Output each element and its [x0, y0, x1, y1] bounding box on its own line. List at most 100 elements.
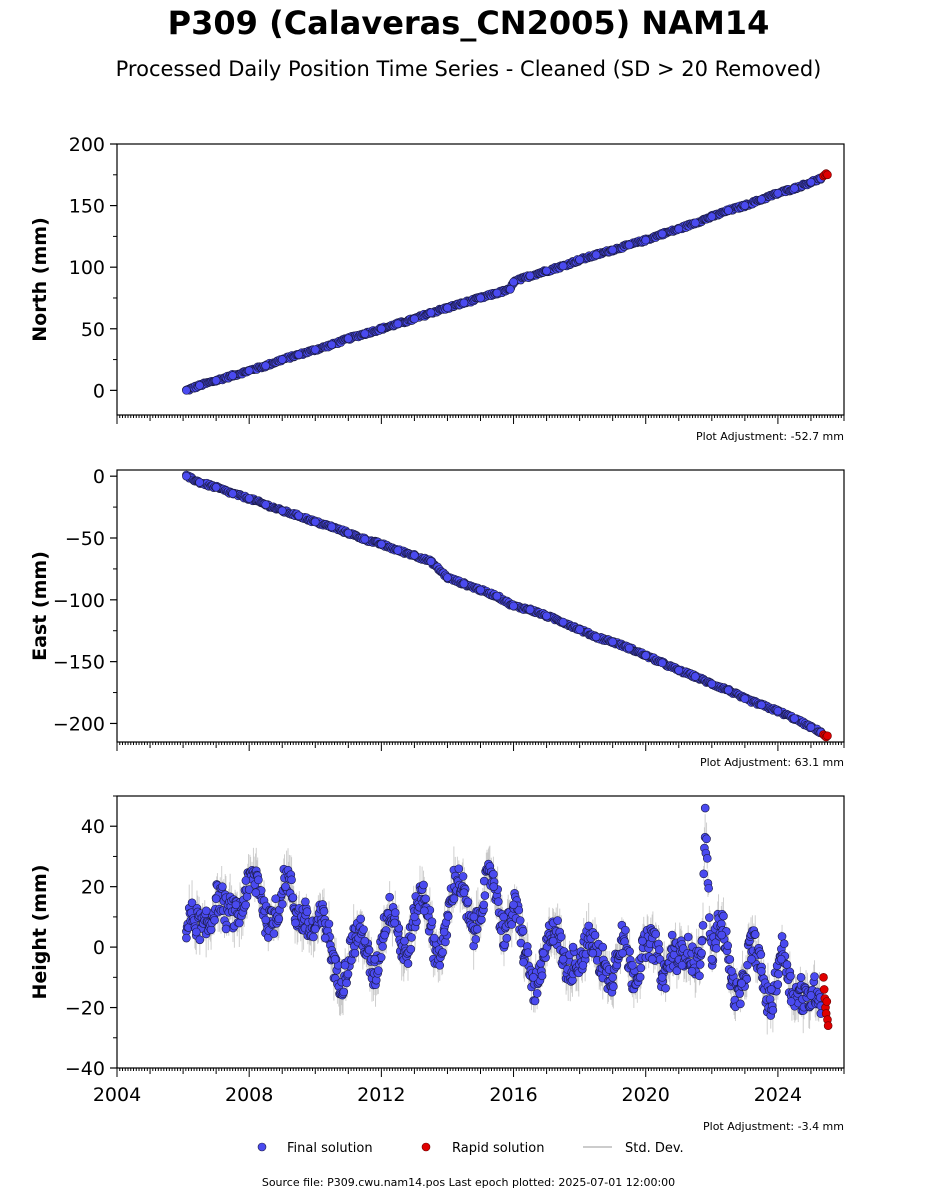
final-point — [269, 929, 279, 938]
final-point — [558, 261, 568, 271]
final-point — [294, 511, 304, 521]
final-point — [773, 188, 783, 198]
final-point — [697, 948, 706, 958]
final-point — [310, 517, 320, 527]
final-point — [674, 224, 684, 234]
final-point — [476, 585, 485, 595]
final-point — [695, 960, 705, 969]
final-point — [278, 899, 287, 909]
final-point — [636, 963, 646, 973]
final-point — [294, 350, 304, 359]
final-point — [530, 996, 540, 1006]
final-point — [410, 314, 419, 324]
rapid-points — [819, 169, 832, 181]
final-point — [725, 955, 735, 964]
final-point — [657, 658, 667, 668]
final-point — [241, 900, 250, 910]
final-point — [454, 864, 464, 874]
final-point — [364, 945, 374, 955]
plot-adjustment: Plot Adjustment: 63.1 mm — [700, 756, 844, 769]
final-point — [724, 685, 733, 695]
final-point — [575, 625, 584, 634]
final-point — [327, 340, 337, 350]
final-point — [757, 700, 766, 710]
final-point — [743, 960, 752, 970]
final-point — [532, 989, 542, 998]
final-point — [625, 947, 634, 956]
axes-frame — [116, 469, 845, 743]
final-point — [515, 916, 525, 925]
final-point — [261, 500, 271, 509]
final-point — [591, 250, 601, 260]
y-tick-label: 100 — [69, 257, 105, 279]
final-point — [309, 932, 318, 942]
final-point — [690, 672, 700, 681]
final-point — [195, 381, 204, 390]
final-point — [584, 921, 593, 931]
final-point — [707, 679, 717, 689]
final-point — [719, 911, 728, 921]
final-point — [553, 916, 562, 925]
final-point — [377, 539, 386, 549]
final-point — [360, 534, 370, 544]
final-point — [195, 935, 205, 945]
final-point — [756, 950, 766, 959]
final-point — [443, 303, 452, 313]
final-point — [507, 920, 517, 929]
final-point — [518, 926, 528, 936]
final-point — [339, 987, 349, 997]
final-point — [407, 933, 416, 942]
final-point — [211, 483, 221, 492]
final-point — [254, 875, 263, 885]
final-point — [509, 277, 518, 287]
y-axis-label: East (mm) — [29, 551, 51, 661]
final-point — [443, 912, 453, 921]
final-point — [274, 914, 284, 924]
final-point — [277, 506, 287, 516]
final-point — [472, 924, 482, 934]
final-point — [591, 632, 601, 642]
final-point — [288, 893, 298, 902]
final-point — [489, 869, 498, 879]
final-point — [494, 897, 503, 906]
y-tick-label: 200 — [69, 134, 105, 156]
final-point — [723, 941, 733, 950]
final-point — [458, 872, 468, 881]
final-point — [740, 694, 750, 704]
y-axis-label: North (mm) — [29, 217, 51, 342]
final-point — [403, 959, 413, 968]
final-point — [324, 919, 334, 929]
final-point — [182, 471, 191, 481]
final-point — [244, 366, 254, 375]
final-point — [374, 966, 383, 975]
final-point — [435, 961, 445, 970]
final-point — [228, 489, 237, 498]
final-point — [287, 875, 296, 885]
final-point — [683, 932, 693, 942]
final-point — [724, 206, 733, 215]
final-point — [712, 944, 721, 953]
final-point — [393, 319, 403, 329]
final-point — [537, 971, 547, 981]
final-points — [182, 803, 826, 1020]
final-point — [182, 386, 191, 395]
final-point — [740, 201, 750, 210]
final-point — [514, 905, 524, 915]
final-point — [609, 982, 618, 991]
final-point — [477, 915, 486, 924]
final-point — [661, 983, 670, 993]
final-point — [705, 913, 714, 922]
final-point — [768, 1005, 778, 1015]
final-point — [608, 245, 617, 255]
final-point — [624, 643, 634, 653]
final-point — [459, 579, 469, 589]
y-tick-label: −150 — [53, 652, 105, 674]
chart-title: P309 (Calaveras_CN2005) NAM14 — [167, 4, 770, 42]
final-point — [542, 611, 551, 621]
final-point — [463, 897, 473, 907]
final-point — [344, 334, 353, 343]
final-point — [195, 478, 204, 487]
final-point — [390, 908, 400, 918]
